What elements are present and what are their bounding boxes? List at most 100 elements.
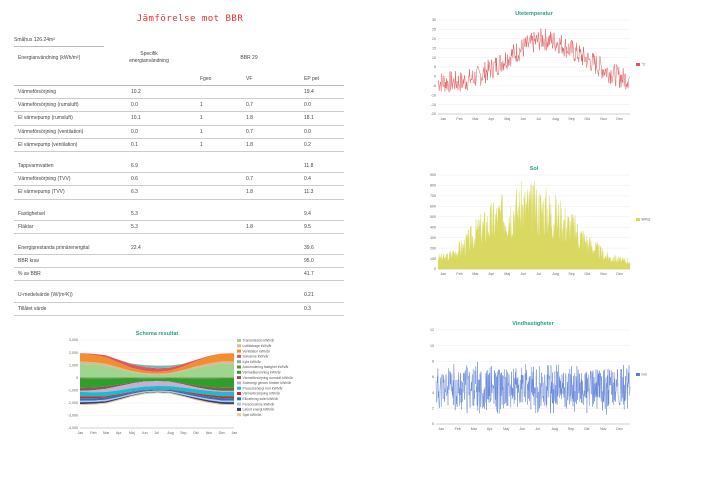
- table-row: Fläktar 5.3 1.8 9.5: [14, 221, 344, 234]
- page-title: Jämförelse mot BBR: [136, 14, 244, 24]
- schema-area-12: [80, 390, 234, 403]
- chart-title: Vindhastigheter: [512, 321, 554, 327]
- table-row: Värmeförsörjning (rumsluft) 0.0 1 0.7 0.0: [14, 99, 344, 113]
- table-row: El värmepump (rumsluft) 10.1 1 1.8 18.1: [14, 112, 344, 126]
- table-row: Fastighetsel 5.3 9.4: [14, 208, 344, 221]
- x-tick-label: Feb: [456, 117, 462, 121]
- x-tick-label: Okt: [584, 272, 590, 276]
- y-tick-label: 2: [432, 407, 434, 411]
- y-tick-label: 4: [432, 391, 434, 395]
- legend-label: Solenergi genom fönster kWh/år: [243, 381, 292, 385]
- x-tick-label: Aug: [167, 431, 173, 435]
- y-tick-label: 0: [434, 267, 436, 271]
- group-energy-performance: Energiprestanda primärenergital 22.4 39.6 B…: [14, 242, 344, 282]
- y-tick-label: 1,000: [69, 363, 78, 367]
- row-fgeo: 1: [200, 141, 203, 148]
- row-label: El värmepump (TVV): [18, 189, 65, 196]
- row-ep: 9.4: [304, 210, 311, 217]
- schema-area-10: [80, 389, 234, 399]
- row-label: El värmepump (ventilation): [18, 141, 78, 148]
- row-fgeo: 1: [200, 115, 203, 122]
- y-tick-label: 12: [430, 328, 434, 332]
- bbr-label: BBR 29: [240, 55, 258, 61]
- row-spec: 5.3: [131, 223, 138, 230]
- schema-area-3: [80, 353, 234, 372]
- x-tick-label: Jan: [440, 117, 446, 121]
- row-label: Energiprestanda primärenergital: [18, 244, 90, 251]
- legend-label: Ventilation kWh/år: [243, 349, 271, 353]
- row-ep: 9.5: [304, 223, 311, 230]
- row-ep: 0.21: [304, 292, 314, 299]
- x-tick-label: Sep: [180, 431, 186, 435]
- table-row: Tappvarmvatten 6.9 11.8: [14, 160, 344, 174]
- y-tick-label: 10: [432, 56, 436, 60]
- x-tick-label: Dec: [616, 117, 623, 121]
- row-spec: 6.9: [131, 162, 138, 169]
- y-tick-label: 400: [430, 225, 436, 229]
- table-row: Värmeförsörjning 10.2 19.4: [14, 86, 344, 100]
- schema-area-13: [80, 391, 234, 405]
- row-vf: 0.7: [246, 128, 253, 135]
- row-ep: 18.1: [304, 115, 314, 122]
- x-tick-label: Mar: [471, 427, 478, 431]
- row-vf: 1.8: [246, 141, 253, 148]
- row-ep: 95.0: [304, 258, 314, 265]
- schema-area-1: [80, 361, 234, 375]
- x-tick-label: Feb: [456, 272, 462, 276]
- schema-area-6: [80, 378, 234, 388]
- x-tick-label: Sep: [568, 427, 574, 431]
- x-tick-label: Jul: [535, 427, 540, 431]
- row-ep: 0.0: [304, 128, 311, 135]
- table-row: Värmeförsörjning (TVV) 0.6 0.7 0.4: [14, 173, 344, 187]
- legend-swatch: [237, 407, 241, 411]
- y-tick-label: -2,000: [68, 401, 78, 405]
- x-tick-label: Jun: [520, 117, 526, 121]
- spec-label: Specifik energianvändning: [119, 51, 179, 65]
- schema-area-14: [80, 392, 234, 406]
- group-property-electricity: Fastighetsel 5.3 9.4 Fläktar 5.3 1.8 9.5: [14, 208, 344, 234]
- x-tick-label: Dec: [219, 431, 226, 435]
- x-tick-label: Jan: [78, 431, 84, 435]
- x-tick-label: Jan: [232, 431, 238, 435]
- x-tick-label: Dec: [616, 427, 623, 431]
- wind-svg: Vindhastigheter 0 2 4 6 8 10 12 Jan Feb Mar Apr Maj J…: [430, 321, 647, 431]
- y-tick-label: -3,000: [68, 414, 78, 418]
- row-ep: 19.4: [304, 89, 314, 95]
- legend-swatch: [636, 218, 640, 221]
- row-label: El värmepump (rumsluft): [18, 115, 73, 122]
- y-tick-label: 30: [432, 18, 436, 22]
- x-tick-label: Maj: [503, 427, 509, 431]
- x-tick-label: Sep: [568, 117, 574, 121]
- row-spec: 10.1: [131, 115, 141, 122]
- x-tick-label: Aug: [552, 427, 558, 431]
- row-vf: 1.8: [246, 115, 253, 122]
- legend-label: Elkraftning solel kWh/år: [243, 397, 279, 401]
- table-header: Energianvändning (kWh/m²) Specifik energ…: [14, 47, 344, 71]
- y-tick-label: 6: [432, 375, 434, 379]
- row-label: Värmeförsörjning (rumsluft): [18, 102, 79, 109]
- x-tick-label: Dec: [616, 272, 623, 276]
- y-tick-label: 15: [432, 46, 436, 50]
- x-tick-label: Jun: [519, 427, 525, 431]
- x-tick-label: Feb: [90, 431, 96, 435]
- row-spec: 5.3: [131, 210, 138, 217]
- x-tick-label: Okt: [584, 427, 590, 431]
- row-label: Fastighetsel: [18, 210, 45, 217]
- x-tick-label: Jul: [536, 272, 541, 276]
- y-tick-label: 3,000: [69, 338, 78, 342]
- row-vf: 1.8: [246, 223, 253, 230]
- row-spec: 22.4: [131, 244, 141, 251]
- legend-swatch: [237, 349, 241, 353]
- row-vf: 0.7: [246, 176, 253, 183]
- y-tick-label: 500: [430, 215, 436, 219]
- x-tick-label: Apr: [116, 431, 122, 435]
- y-tick-label: 25: [432, 28, 436, 32]
- spec-label-line1: Specifik: [140, 51, 158, 57]
- row-ep: 11.8: [304, 162, 314, 169]
- table-row: Tillåtet värde 0.3: [14, 303, 344, 316]
- schema-area-2: [80, 353, 234, 374]
- y-tick-label: 0: [434, 75, 436, 79]
- y-tick-label: 5: [434, 65, 436, 69]
- y-tick-label: 20: [432, 37, 436, 41]
- schema-area-7: [80, 380, 234, 391]
